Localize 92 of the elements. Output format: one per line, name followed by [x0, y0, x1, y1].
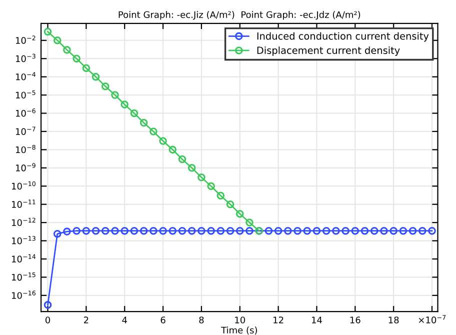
point [216, 192, 225, 200]
point [188, 226, 196, 235]
point [53, 36, 62, 44]
point [150, 128, 158, 136]
x-tick-label: 12 [274, 316, 284, 324]
point [264, 226, 273, 235]
x-tick-label: 10 [235, 316, 246, 324]
point [188, 164, 196, 172]
point [140, 118, 148, 127]
point [198, 226, 206, 235]
y-tick-label: 10$^{−11}$ [12, 200, 36, 208]
point [44, 28, 52, 36]
point [284, 226, 292, 235]
point [380, 226, 388, 235]
legend-label: Displacement current density [257, 46, 400, 56]
y-tick-label: 10$^{−7}$ [16, 126, 36, 135]
x-tick-label: 16 [350, 316, 360, 324]
point [428, 226, 436, 235]
x-tick-label: 8 [199, 316, 204, 324]
point [342, 226, 350, 235]
point [72, 226, 80, 235]
point [178, 155, 186, 164]
point [92, 226, 100, 235]
y-tick-label: 10$^{−15}$ [12, 272, 36, 281]
point [246, 218, 254, 226]
point [150, 226, 158, 235]
point [178, 226, 186, 235]
point [63, 46, 71, 54]
y-tick-label: 10$^{−5}$ [16, 90, 36, 99]
point [130, 109, 138, 118]
x-tick-label: ×10$^{−7}$ [418, 315, 446, 324]
point [159, 137, 167, 145]
point [63, 228, 71, 236]
point [72, 54, 80, 62]
point [168, 146, 177, 154]
point [236, 210, 244, 218]
x-axis-title: Time (s) [221, 326, 257, 335]
point [207, 226, 215, 235]
point [351, 226, 360, 235]
y-tick-label: 10$^{−13}$ [12, 236, 36, 244]
point [102, 226, 110, 235]
point [312, 226, 321, 235]
point [332, 226, 340, 235]
y-tick-label: 10$^{−8}$ [16, 144, 36, 154]
point [246, 226, 254, 235]
point [360, 226, 369, 235]
point [120, 100, 128, 108]
x-tick-label: 0 [45, 316, 50, 324]
point [168, 226, 177, 235]
point [303, 226, 312, 235]
y-tick-label: 10$^{−3}$ [16, 54, 36, 62]
point [82, 226, 90, 235]
x-tick-label: 18 [388, 316, 399, 324]
point [390, 226, 398, 235]
point [399, 226, 408, 235]
legend-label: Induced conduction current density [257, 32, 429, 42]
y-tick-label: 10$^{−16}$ [12, 290, 36, 299]
y-tick-label: 10$^{−2}$ [16, 36, 36, 44]
chart-title: Point Graph: -ec.Jiz (A/m²) Point Graph: -ec.Jdz (A/m²) [118, 11, 360, 20]
point [130, 226, 138, 235]
point [44, 301, 52, 309]
point [82, 64, 90, 72]
point [322, 226, 330, 235]
x-tick-label: 6 [160, 316, 166, 324]
point [92, 72, 100, 81]
point [207, 182, 215, 190]
point [418, 226, 426, 235]
point [216, 226, 225, 235]
y-tick-label: 10$^{−9}$ [16, 163, 36, 172]
x-tick-label: 14 [312, 316, 322, 324]
point [140, 226, 148, 235]
point [226, 200, 234, 208]
y-tick-label: 10$^{−4}$ [16, 72, 36, 80]
x-tick-label: 4 [122, 316, 127, 324]
point [370, 226, 378, 235]
point [236, 226, 244, 235]
point [53, 230, 62, 238]
point [159, 226, 167, 235]
point [294, 226, 302, 235]
point [274, 226, 282, 235]
point [408, 226, 417, 235]
y-tick-label: 10$^{−12}$ [12, 218, 36, 226]
point [102, 82, 110, 90]
x-tick-label: 2 [84, 316, 88, 324]
point [198, 174, 206, 182]
point [111, 91, 119, 99]
y-tick-label: 10$^{−14}$ [12, 254, 36, 262]
y-tick-label: 10$^{−6}$ [16, 108, 36, 117]
point [226, 226, 234, 235]
point [111, 226, 119, 235]
point [120, 226, 128, 235]
y-tick-label: 10$^{−10}$ [12, 181, 36, 190]
